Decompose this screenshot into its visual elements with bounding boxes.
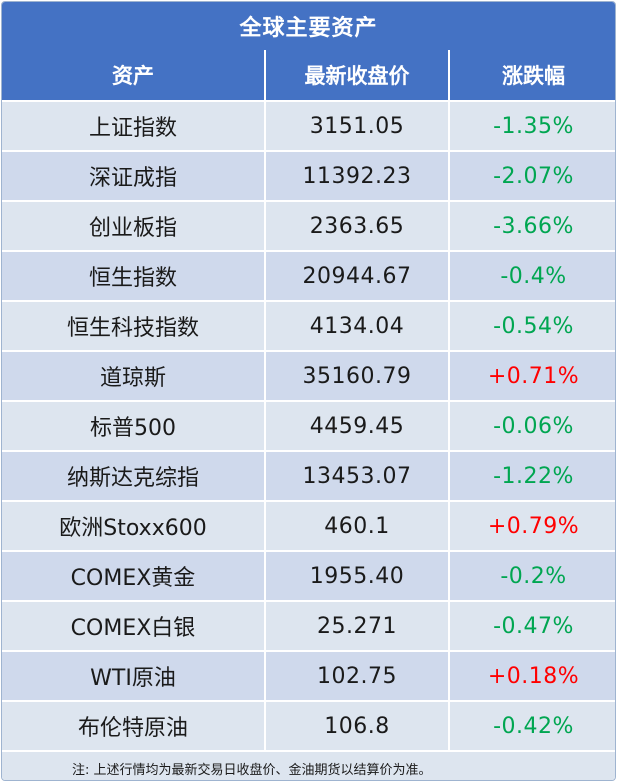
header-row: 资产 最新收盘价 涨跌幅 (2, 50, 615, 102)
table-row: WTI原油 102.75 +0.18% (2, 651, 615, 702)
asset-name-cell: 恒生指数 (2, 251, 266, 302)
change-percent-cell: -0.42% (449, 701, 615, 752)
change-percent-cell: -3.66% (449, 201, 615, 252)
asset-table: 资产 最新收盘价 涨跌幅 上证指数 3151.05 -1.35% 深证成指 11392.… (2, 50, 615, 752)
change-percent-cell: -0.2% (449, 551, 615, 602)
table-row: COMEX白银 25.271 -0.47% (2, 601, 615, 652)
close-price-cell: 2363.65 (265, 201, 450, 252)
column-header-price: 最新收盘价 (265, 50, 450, 102)
asset-name-cell: 上证指数 (2, 101, 266, 152)
close-price-cell: 35160.79 (265, 351, 450, 402)
close-price-cell: 4134.04 (265, 301, 450, 352)
change-percent-cell: -2.07% (449, 151, 615, 202)
close-price-cell: 460.1 (265, 501, 450, 552)
change-percent-cell: -1.22% (449, 451, 615, 502)
table-row: 创业板指 2363.65 -3.66% (2, 201, 615, 252)
close-price-cell: 13453.07 (265, 451, 450, 502)
change-percent-cell: -0.06% (449, 401, 615, 452)
asset-name-cell: 布伦特原油 (2, 701, 266, 752)
close-price-cell: 20944.67 (265, 251, 450, 302)
table-row: 标普500 4459.45 -0.06% (2, 401, 615, 452)
asset-name-cell: 道琼斯 (2, 351, 266, 402)
change-percent-cell: -0.4% (449, 251, 615, 302)
asset-name-cell: 恒生科技指数 (2, 301, 266, 352)
footnote: 注: 上述行情均为最新交易日收盘价、金油期货以结算价为准。 (2, 752, 615, 780)
column-header-asset: 资产 (2, 50, 266, 102)
change-percent-cell: +0.18% (449, 651, 615, 702)
close-price-cell: 106.8 (265, 701, 450, 752)
asset-name-cell: 欧洲Stoxx600 (2, 501, 266, 552)
asset-name-cell: COMEX黄金 (2, 551, 266, 602)
asset-name-cell: 标普500 (2, 401, 266, 452)
table-row: 恒生指数 20944.67 -0.4% (2, 251, 615, 302)
table-row: 纳斯达克综指 13453.07 -1.22% (2, 451, 615, 502)
change-percent-cell: -0.47% (449, 601, 615, 652)
close-price-cell: 3151.05 (265, 101, 450, 152)
change-percent-cell: +0.71% (449, 351, 615, 402)
table-row: COMEX黄金 1955.40 -0.2% (2, 551, 615, 602)
change-percent-cell: -0.54% (449, 301, 615, 352)
close-price-cell: 11392.23 (265, 151, 450, 202)
change-percent-cell: -1.35% (449, 101, 615, 152)
table-row: 深证成指 11392.23 -2.07% (2, 151, 615, 202)
close-price-cell: 25.271 (265, 601, 450, 652)
close-price-cell: 4459.45 (265, 401, 450, 452)
close-price-cell: 1955.40 (265, 551, 450, 602)
table-row: 布伦特原油 106.8 -0.42% (2, 701, 615, 752)
change-percent-cell: +0.79% (449, 501, 615, 552)
asset-name-cell: WTI原油 (2, 651, 266, 702)
close-price-cell: 102.75 (265, 651, 450, 702)
table-row: 欧洲Stoxx600 460.1 +0.79% (2, 501, 615, 552)
table-row: 道琼斯 35160.79 +0.71% (2, 351, 615, 402)
asset-name-cell: 创业板指 (2, 201, 266, 252)
asset-name-cell: 纳斯达克综指 (2, 451, 266, 502)
table-title: 全球主要资产 (2, 2, 615, 50)
table-row: 上证指数 3151.05 -1.35% (2, 101, 615, 152)
table-row: 恒生科技指数 4134.04 -0.54% (2, 301, 615, 352)
asset-name-cell: COMEX白银 (2, 601, 266, 652)
asset-name-cell: 深证成指 (2, 151, 266, 202)
column-header-change: 涨跌幅 (449, 50, 615, 102)
